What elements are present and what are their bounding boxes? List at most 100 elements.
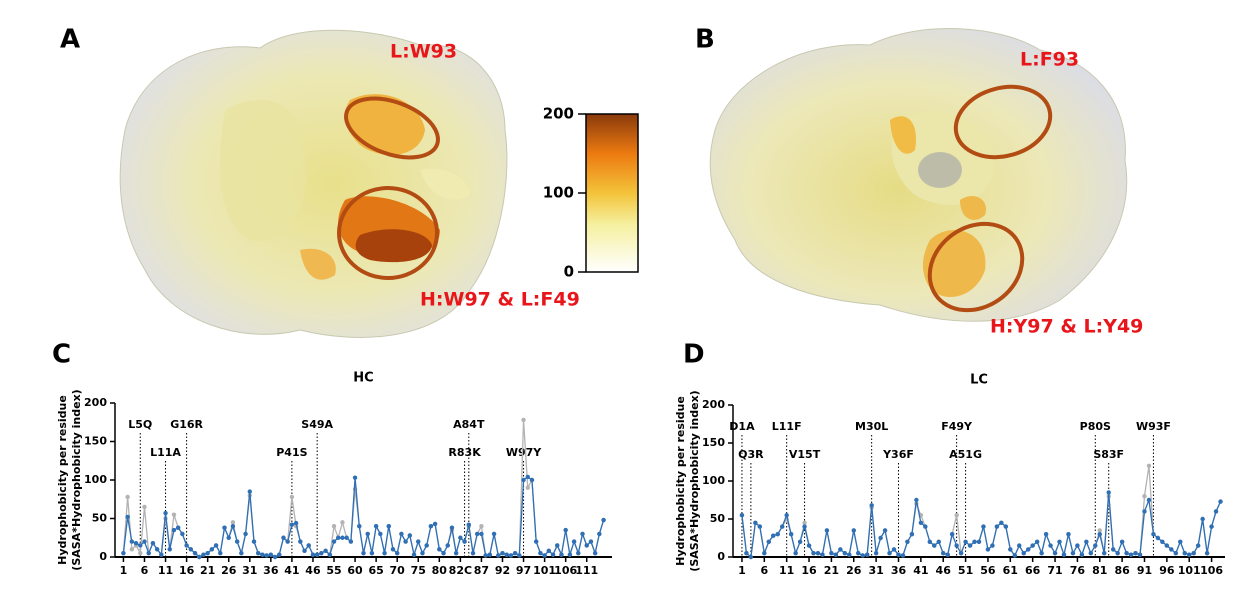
data-point [251, 539, 257, 544]
data-point [150, 540, 156, 546]
data-point [1213, 509, 1219, 514]
data-point [563, 527, 568, 533]
data-point [958, 551, 964, 556]
data-point [462, 539, 467, 544]
x-tick-label: 41 [913, 564, 928, 577]
data-point [310, 552, 316, 557]
panel-letter: B [695, 25, 715, 55]
data-point [780, 524, 785, 529]
data-point [361, 550, 366, 556]
data-point [1061, 552, 1067, 557]
data-point [533, 539, 539, 544]
data-point [285, 539, 290, 544]
data-point [1088, 551, 1094, 556]
data-point [815, 551, 821, 556]
data-point [775, 532, 780, 537]
data-point [1043, 532, 1049, 537]
data-point [133, 540, 139, 546]
data-point [529, 477, 535, 483]
data-point [171, 527, 177, 533]
annotation-label: Y36F [882, 448, 914, 461]
data-point [1155, 535, 1161, 541]
data-point [860, 553, 865, 558]
data-point [479, 524, 484, 529]
x-tick-label: 91 [1137, 564, 1152, 577]
x-tick-label: 46 [936, 564, 952, 577]
data-point [222, 525, 227, 530]
data-point [192, 550, 198, 556]
data-point [453, 550, 459, 556]
data-point [784, 513, 789, 518]
data-point [1097, 528, 1102, 533]
data-point [1173, 551, 1179, 556]
panel-letter: A [60, 25, 80, 55]
data-point [833, 552, 839, 557]
annotation-label: F49Y [941, 420, 973, 433]
data-point [243, 531, 248, 537]
data-point [365, 531, 370, 537]
x-tick-label: 6 [760, 564, 768, 577]
x-tick-label: 36 [263, 564, 279, 577]
data-point [256, 550, 261, 556]
data-point [597, 531, 602, 537]
x-tick-label: 101 [1178, 564, 1201, 577]
y-tick-label: 200 [702, 398, 725, 411]
data-point [171, 512, 177, 517]
data-point [403, 539, 408, 544]
data-point [428, 524, 434, 529]
x-tick-label: 65 [368, 564, 383, 577]
data-point [247, 489, 252, 494]
x-tick-label: 75 [411, 564, 426, 577]
y-axis-label: Hydrophobicity per residue [674, 396, 687, 566]
annotation-label: G16R [170, 418, 203, 431]
data-point [1075, 543, 1080, 548]
data-point [869, 503, 874, 508]
site-label: H:Y97 & L:Y49 [990, 316, 1143, 338]
colorbar [585, 113, 639, 273]
data-point [864, 552, 870, 557]
data-point [1124, 551, 1129, 556]
data-point [226, 535, 231, 540]
data-point [154, 547, 160, 552]
data-point [352, 475, 358, 480]
x-tick-label: 21 [200, 564, 215, 577]
x-tick-label: 46 [305, 564, 321, 577]
chart-title: LC [970, 373, 988, 388]
data-point [918, 520, 924, 525]
annotation-label: M30L [855, 420, 888, 433]
data-point [125, 514, 130, 520]
annotation-label: D1A [729, 420, 755, 433]
data-point [289, 522, 295, 527]
data-point [856, 551, 861, 556]
data-point [1012, 553, 1017, 558]
y-tick-label: 100 [702, 474, 725, 487]
data-point [230, 524, 236, 529]
data-point [1178, 539, 1183, 544]
data-point [475, 531, 480, 537]
data-point [306, 543, 311, 548]
data-point [1008, 547, 1013, 552]
x-tick-label: 87 [474, 564, 489, 577]
data-point [976, 539, 982, 544]
data-point [546, 548, 552, 554]
data-point [129, 539, 135, 544]
data-point [739, 513, 745, 518]
data-point [1191, 551, 1196, 556]
data-point [302, 548, 307, 554]
data-point [1204, 551, 1210, 556]
data-point [260, 552, 265, 557]
surface-a [119, 29, 508, 338]
data-point [891, 547, 897, 552]
x-tick-label: 106 [1200, 564, 1223, 577]
data-point [753, 520, 758, 525]
data-point [264, 553, 269, 558]
data-point [411, 552, 417, 557]
x-tick-label: 26 [221, 564, 237, 577]
y-tick-label: 50 [92, 512, 108, 525]
data-point [1119, 539, 1125, 544]
data-point [331, 539, 337, 544]
x-tick-label: 66 [1025, 564, 1041, 577]
x-tick-label: 26 [846, 564, 862, 577]
series-line [122, 419, 605, 558]
